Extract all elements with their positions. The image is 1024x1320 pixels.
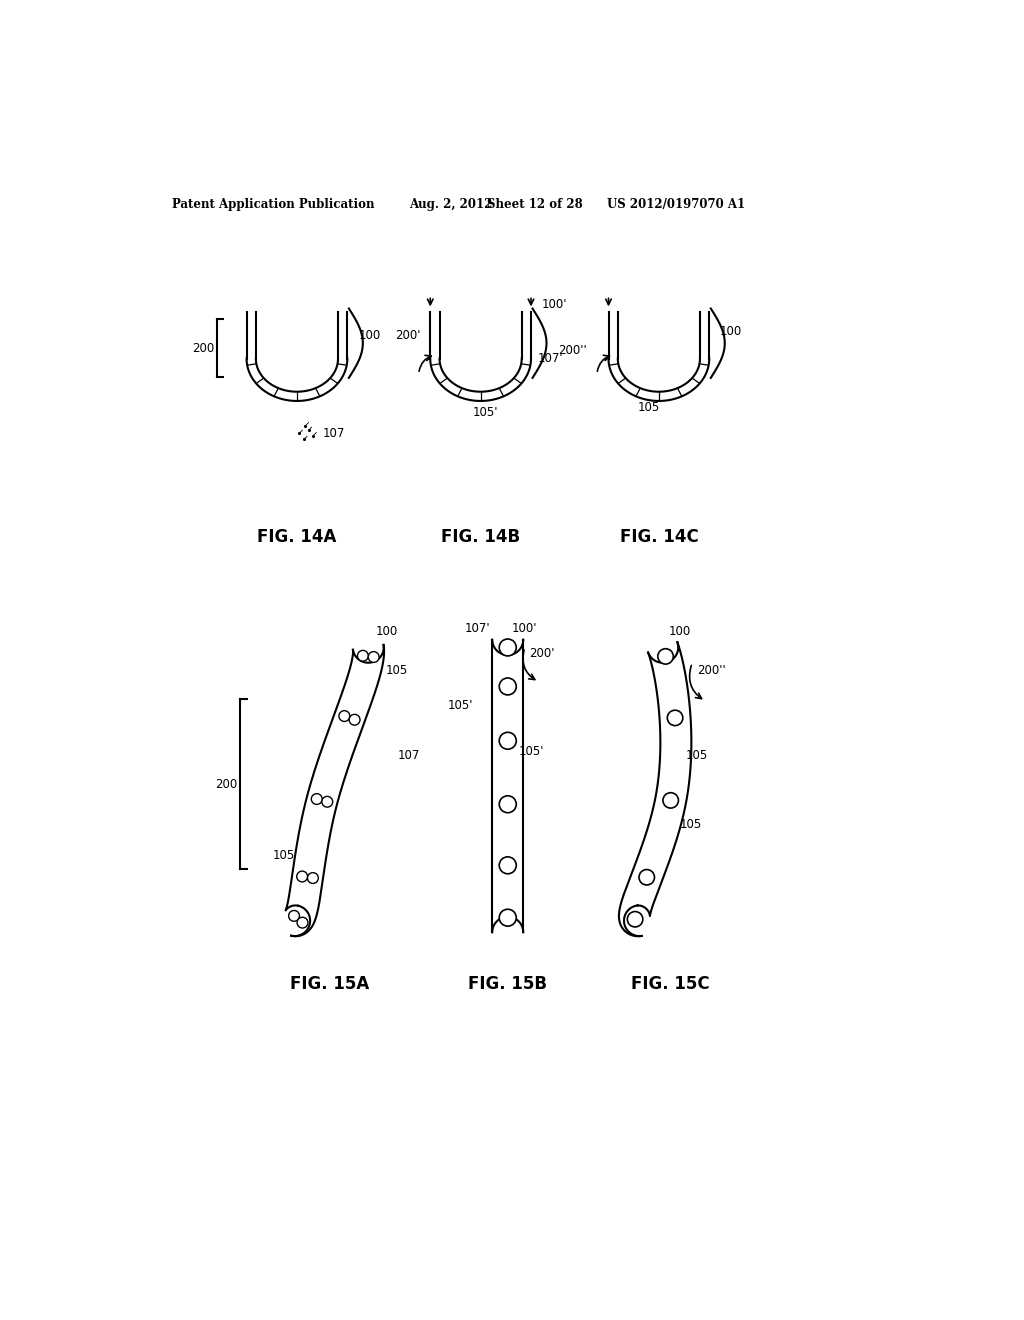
Text: 107': 107' [465, 622, 490, 635]
Text: 105': 105' [473, 407, 499, 418]
Text: 200': 200' [529, 647, 555, 660]
Circle shape [297, 917, 308, 928]
Circle shape [500, 796, 516, 813]
Text: 100: 100 [376, 626, 398, 639]
Text: FIG. 15C: FIG. 15C [631, 974, 710, 993]
Text: FIG. 14C: FIG. 14C [620, 528, 698, 546]
Circle shape [500, 678, 516, 694]
Text: 200'': 200'' [558, 345, 587, 358]
Text: 105: 105 [273, 849, 295, 862]
Text: FIG. 15A: FIG. 15A [290, 974, 369, 993]
Circle shape [289, 911, 299, 921]
Text: 100: 100 [669, 626, 691, 639]
Text: 105': 105' [518, 744, 544, 758]
Text: 100': 100' [512, 622, 538, 635]
Circle shape [357, 651, 369, 661]
Text: 105: 105 [680, 818, 702, 832]
Text: Patent Application Publication: Patent Application Publication [172, 198, 375, 211]
Circle shape [500, 909, 516, 927]
Text: 105: 105 [637, 400, 659, 413]
Text: Sheet 12 of 28: Sheet 12 of 28 [486, 198, 583, 211]
Circle shape [297, 871, 307, 882]
Circle shape [322, 796, 333, 807]
Circle shape [668, 710, 683, 726]
Text: 107': 107' [538, 352, 563, 366]
Circle shape [369, 652, 379, 663]
Text: 200: 200 [215, 777, 238, 791]
Text: 100': 100' [542, 298, 567, 312]
Circle shape [500, 857, 516, 874]
Circle shape [311, 793, 323, 804]
Text: 100: 100 [720, 325, 742, 338]
Text: Aug. 2, 2012: Aug. 2, 2012 [410, 198, 493, 211]
Circle shape [307, 873, 318, 883]
Text: 200: 200 [191, 342, 214, 355]
Text: FIG. 14B: FIG. 14B [441, 528, 520, 546]
Text: FIG. 15B: FIG. 15B [468, 974, 547, 993]
Circle shape [639, 870, 654, 884]
Text: US 2012/0197070 A1: US 2012/0197070 A1 [607, 198, 745, 211]
Text: 200'': 200'' [697, 664, 726, 677]
Circle shape [663, 793, 679, 808]
Text: 100: 100 [358, 329, 381, 342]
Circle shape [628, 912, 643, 927]
Circle shape [339, 710, 350, 722]
Circle shape [500, 639, 516, 656]
Text: 107: 107 [323, 426, 345, 440]
Circle shape [657, 648, 674, 664]
Circle shape [349, 714, 360, 725]
Circle shape [500, 733, 516, 750]
Text: 107: 107 [397, 748, 420, 762]
Text: 200': 200' [395, 329, 421, 342]
Text: 105: 105 [686, 748, 709, 762]
Text: FIG. 14A: FIG. 14A [257, 528, 337, 546]
Text: 105': 105' [449, 698, 474, 711]
Text: 105: 105 [385, 664, 408, 677]
